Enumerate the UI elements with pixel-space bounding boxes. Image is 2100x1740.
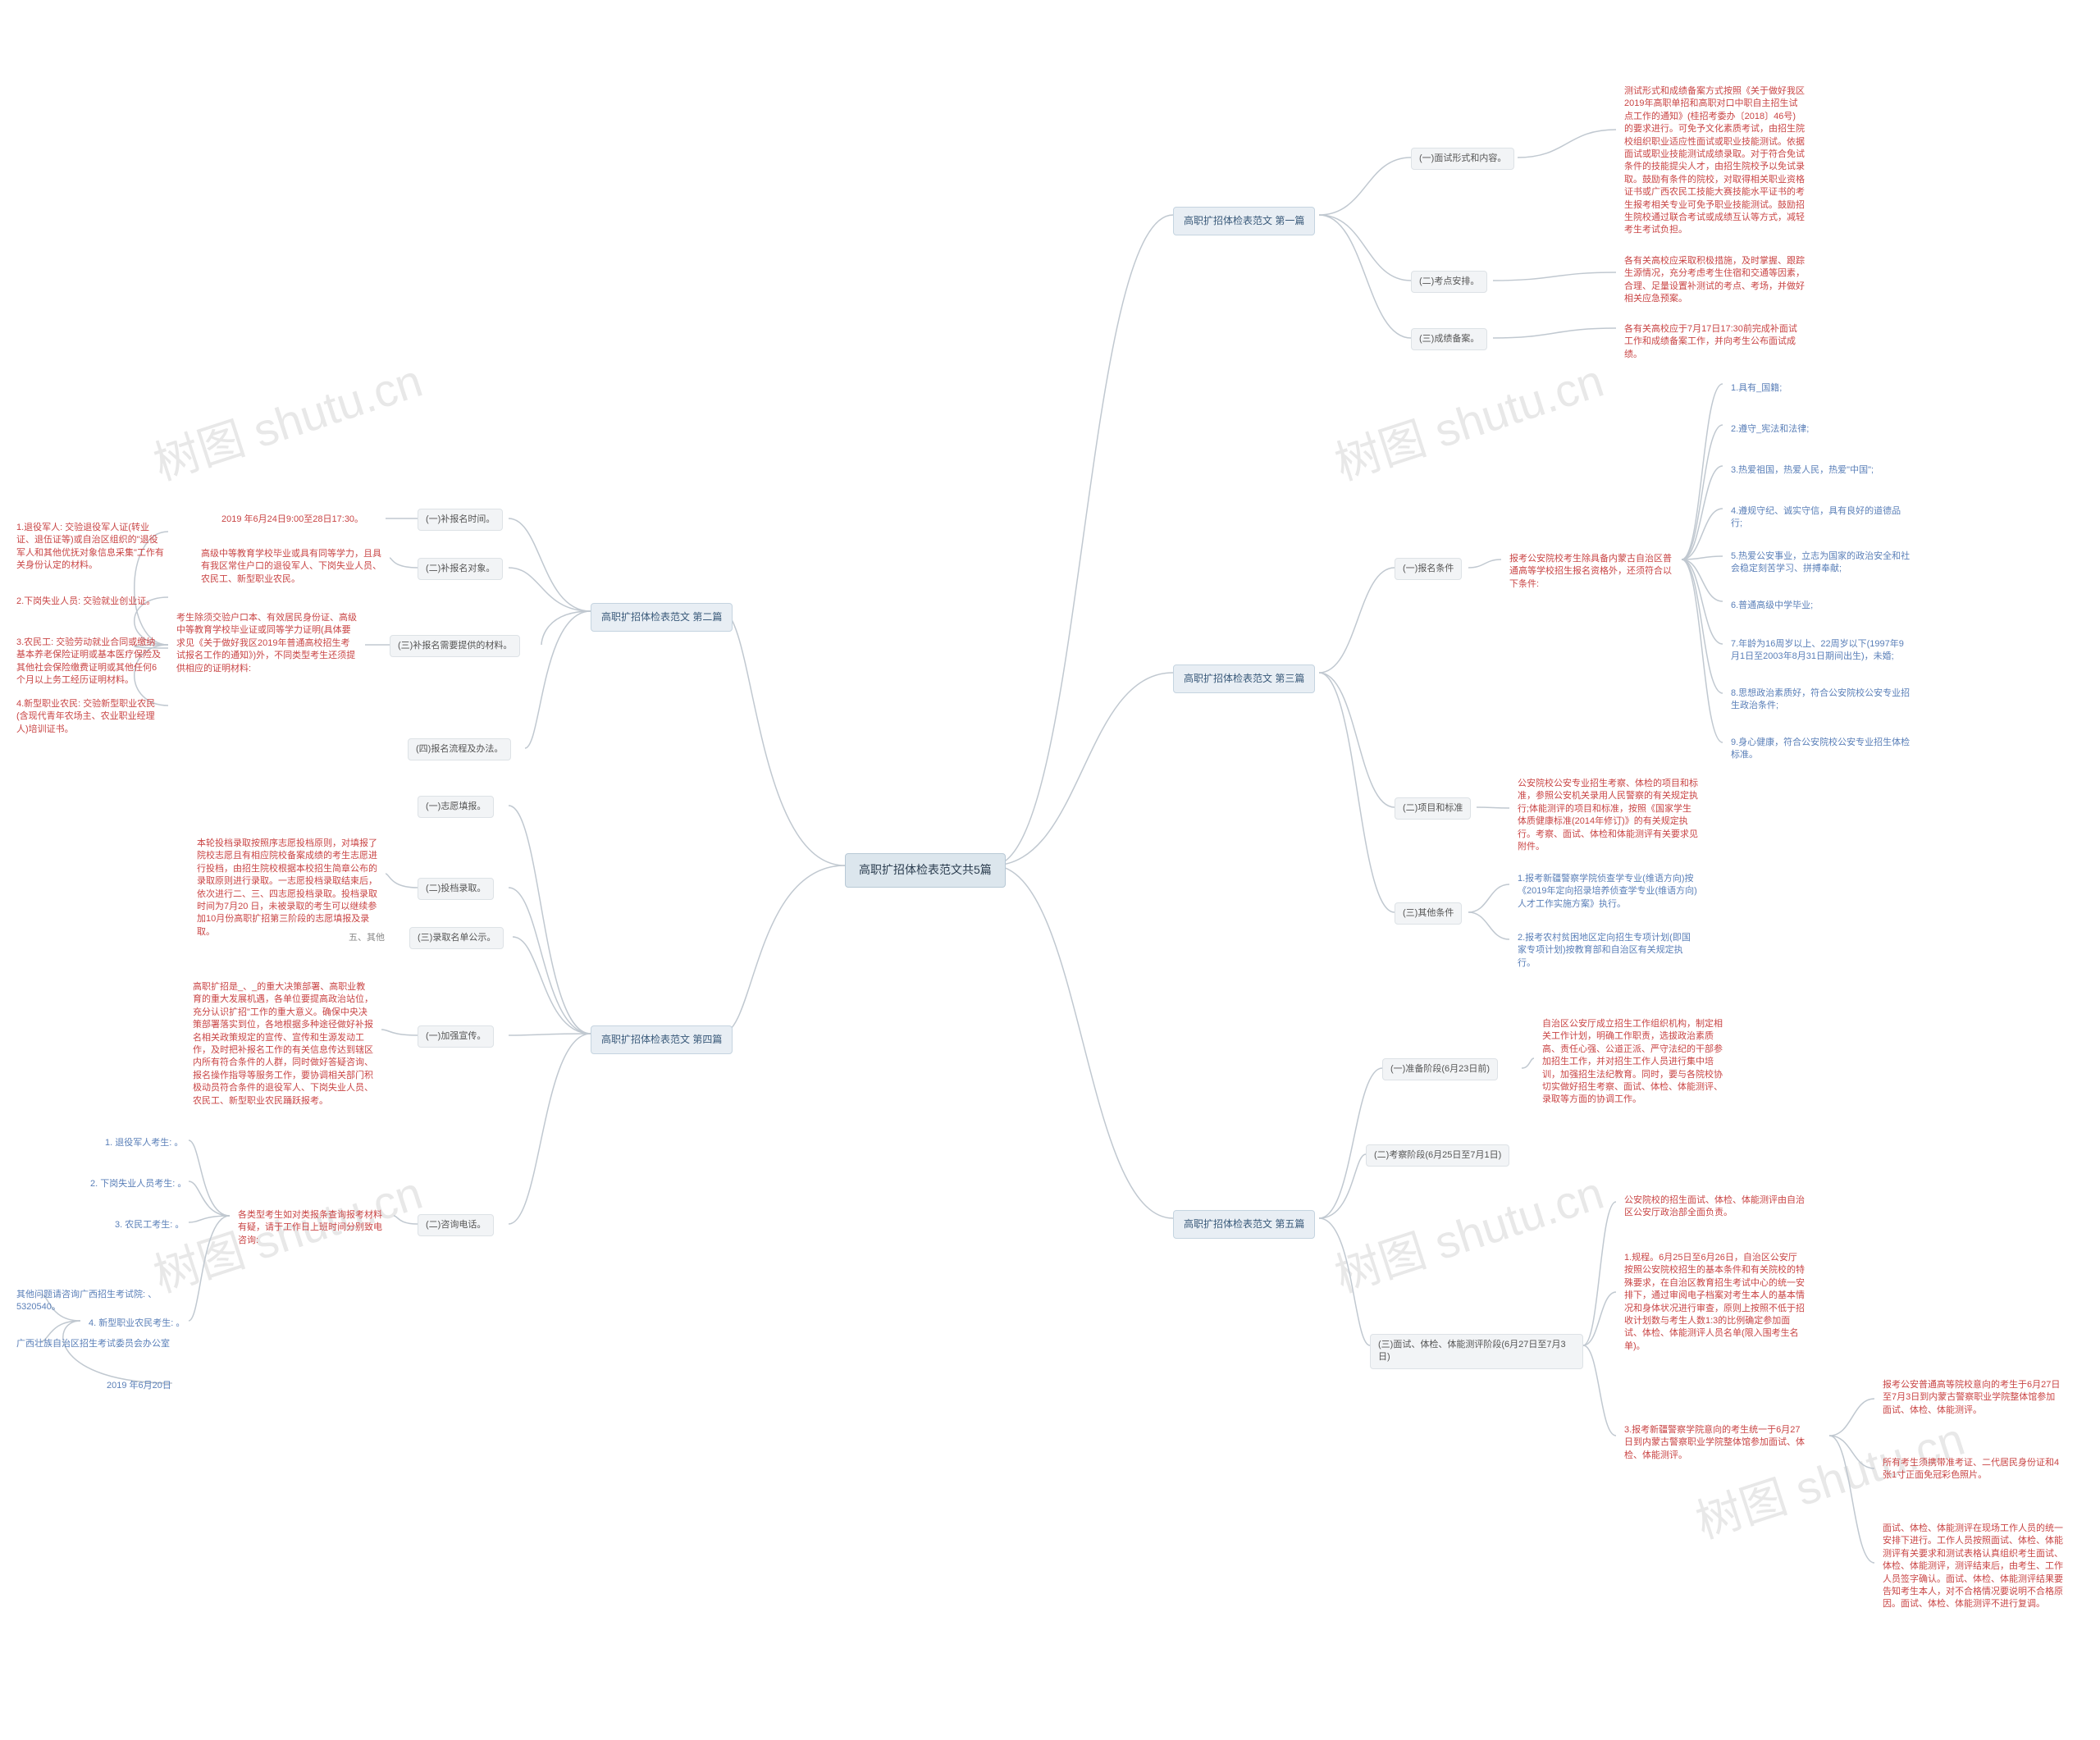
branch-2[interactable]: 高职扩招体检表范文 第二篇 <box>591 603 733 632</box>
b3-sub3-l2: 2.报考农村贫困地区定向招生专项计划(即国家专项计划)按教育部和自治区有关规定执… <box>1509 927 1706 975</box>
branch-5[interactable]: 高职扩招体检表范文 第五篇 <box>1173 1210 1315 1239</box>
b3-sub1-l7: 7.年龄为16周岁以上、22周岁以下(1997年9月1日至2003年8月31日期… <box>1723 633 1920 669</box>
b3-sub2-leaf: 公安院校公安专业招生考察、体检的项目和标准，参照公安机关录用人民警察的有关规定执… <box>1509 773 1706 858</box>
b4-sub4[interactable]: (一)加强宣传。 <box>418 1025 494 1048</box>
b4-sub5-l7: 2019 年6月20日 <box>98 1375 180 1397</box>
b2-sub4[interactable]: (四)报名流程及办法。 <box>408 738 511 760</box>
b5-sub3[interactable]: (三)面试、体检、体能测评阶段(6月27日至7月3日) <box>1370 1334 1583 1369</box>
b3-sub1-l8: 8.思想政治素质好，符合公安院校公安专业招生政治条件; <box>1723 683 1920 718</box>
b4-sub5[interactable]: (二)咨询电话。 <box>418 1214 494 1236</box>
b2-sub3-leaf2: 2.下岗失业人员: 交验就业创业证。 <box>8 591 172 613</box>
b2-sub3-leaf4: 4.新型职业农民: 交验新型职业农民(含现代青年农场主、农业职业经理人)培训证书… <box>8 693 172 741</box>
b5-sub1-leaf: 自治区公安厅成立招生工作组织机构，制定相关工作计划，明确工作职责，选拔政治素质高… <box>1534 1013 1731 1112</box>
b4-sub5-l2: 2. 下岗失业人员考生: 。 <box>82 1173 194 1195</box>
b5-sub3-l1: 公安院校的招生面试、体检、体能测评由自治区公安厅政治部全面负责。 <box>1616 1190 1813 1225</box>
b5-sub3-l4: 报考公安普通高等院校意向的考生于6月27日至7月3日到内蒙古警察职业学院整体馆参… <box>1874 1374 2071 1422</box>
b4-sub2[interactable]: (二)投档录取。 <box>418 878 494 900</box>
watermark: 树图 shutu.cn <box>1326 1157 1611 1306</box>
b3-sub1-l3: 3.热爱祖国，热爱人民，热爱"中国"; <box>1723 459 1882 482</box>
b1-sub1[interactable]: (一)面试形式和内容。 <box>1411 148 1514 170</box>
b2-sub3-leaf3: 3.农民工: 交验劳动就业合同或缴纳基本养老保险证明或基本医疗保险及其他社会保险… <box>8 632 172 692</box>
b3-sub1-l1: 1.具有_国籍; <box>1723 377 1790 400</box>
b3-sub1-l2: 2.遵守_宪法和法律; <box>1723 418 1817 441</box>
b5-sub2[interactable]: (二)考察阶段(6月25日至7月1日) <box>1366 1144 1509 1167</box>
b2-sub1-leaf: 2019 年6月24日9:00至28日17:30。 <box>213 509 386 531</box>
b3-sub1-pre: 报考公安院校考生除具备内蒙古自治区普通高等学校招生报名资格外，还须符合以下条件: <box>1501 548 1682 596</box>
b2-sub1[interactable]: (一)补报名时间。 <box>418 509 503 531</box>
b4-sub5-l1: 1. 退役军人考生: 。 <box>97 1132 191 1154</box>
b2-sub3-leaf0: 考生除须交验户口本、有效居民身份证、高级中等教育学校毕业证或同等学力证明(具体要… <box>168 607 365 680</box>
b5-sub3-l5: 所有考生须携带准考证、二代居民身份证和4张1寸正面免冠彩色照片。 <box>1874 1452 2071 1487</box>
b4-sub3[interactable]: (三)录取名单公示。 <box>409 927 504 949</box>
b3-sub3[interactable]: (三)其他条件 <box>1395 902 1462 925</box>
b5-sub3-l2: 1.规程。6月25日至6月26日，自治区公安厅按照公安院校招生的基本条件和有关院… <box>1616 1247 1813 1358</box>
b4-sub4-leaf: 高职扩招是_、_的重大决策部署、高职业教育的重大发展机遇，各单位要提高政治站位，… <box>185 976 381 1112</box>
b1-sub3-leaf: 各有关高校应于7月17日17:30前完成补面试工作和成绩备案工作，并向考生公布面… <box>1616 318 1813 366</box>
b3-sub1-l9: 9.身心健康，符合公安院校公安专业招生体检标准。 <box>1723 732 1920 767</box>
b1-sub1-leaf: 测试形式和成绩备案方式按照《关于做好我区2019年高职单招和高职对口中职自主招生… <box>1616 80 1813 242</box>
b3-sub3-l1: 1.报考新疆警察学院侦查学专业(维语方向)按《2019年定向招录培养侦查学专业(… <box>1509 868 1706 916</box>
watermark: 树图 shutu.cn <box>144 345 430 494</box>
b5-sub3-l6: 面试、体检、体能测评在现场工作人员的统一安排下进行。工作人员按照面试、体检、体能… <box>1874 1518 2071 1616</box>
b4-sub5-l6: 广西壮族自治区招生考试委员会办公室 <box>8 1333 189 1355</box>
b4-sub5-l3: 3. 农民工考生: 。 <box>107 1214 192 1236</box>
b3-sub1-l5: 5.热爱公安事业，立志为国家的政治安全和社会稳定刻苦学习、拼搏奉献; <box>1723 546 1920 581</box>
b2-sub2-leaf: 高级中等教育学校毕业或具有同等学力，且具有我区常住户口的退役军人、下岗失业人员、… <box>193 543 390 591</box>
branch-1[interactable]: 高职扩招体检表范文 第一篇 <box>1173 207 1315 235</box>
b1-sub2-leaf: 各有关高校应采取积极措施，及时掌握、跟踪生源情况，充分考虑考生住宿和交通等因素，… <box>1616 250 1813 311</box>
b1-sub3[interactable]: (三)成绩备案。 <box>1411 328 1487 350</box>
b5-sub1[interactable]: (一)准备阶段(6月23日前) <box>1382 1058 1498 1080</box>
b4-sub5-l5: 其他问题请咨询广西招生考试院: 、5320540。 <box>8 1284 189 1319</box>
b3-sub1[interactable]: (一)报名条件 <box>1395 558 1462 580</box>
b5-sub3-l3: 3.报考新疆警察学院意向的考生统一于6月27日到内蒙古警察职业学院整体馆参加面试… <box>1616 1419 1813 1467</box>
b3-sub1-l4: 4.遵规守纪、诚实守信，具有良好的道德品行; <box>1723 500 1920 536</box>
b4-sub1[interactable]: (一)志愿填报。 <box>418 796 494 818</box>
watermark: 树图 shutu.cn <box>1326 345 1611 494</box>
b2-sub3[interactable]: (三)补报名需要提供的材料。 <box>390 635 520 657</box>
branch-4[interactable]: 高职扩招体检表范文 第四篇 <box>591 1025 733 1054</box>
b3-sub2[interactable]: (二)项目和标准 <box>1395 797 1471 820</box>
b3-sub1-l6: 6.普通高级中学毕业; <box>1723 595 1821 617</box>
b4-sub5-pre: 各类型考生如对类报条查询报考材料有疑，请于工作日上班时间分别致电咨询: <box>230 1204 394 1252</box>
b4-sub3-pre: 五、其他 <box>340 927 393 949</box>
b2-sub2[interactable]: (二)补报名对象。 <box>418 558 503 580</box>
b2-sub3-leaf1: 1.退役军人: 交验退役军人证(转业证、退伍证等)或自治区组织的"退役军人和其他… <box>8 517 172 578</box>
branch-3[interactable]: 高职扩招体检表范文 第三篇 <box>1173 664 1315 693</box>
b1-sub2[interactable]: (二)考点安排。 <box>1411 271 1487 293</box>
center-topic[interactable]: 高职扩招体检表范文共5篇 <box>845 853 1006 888</box>
